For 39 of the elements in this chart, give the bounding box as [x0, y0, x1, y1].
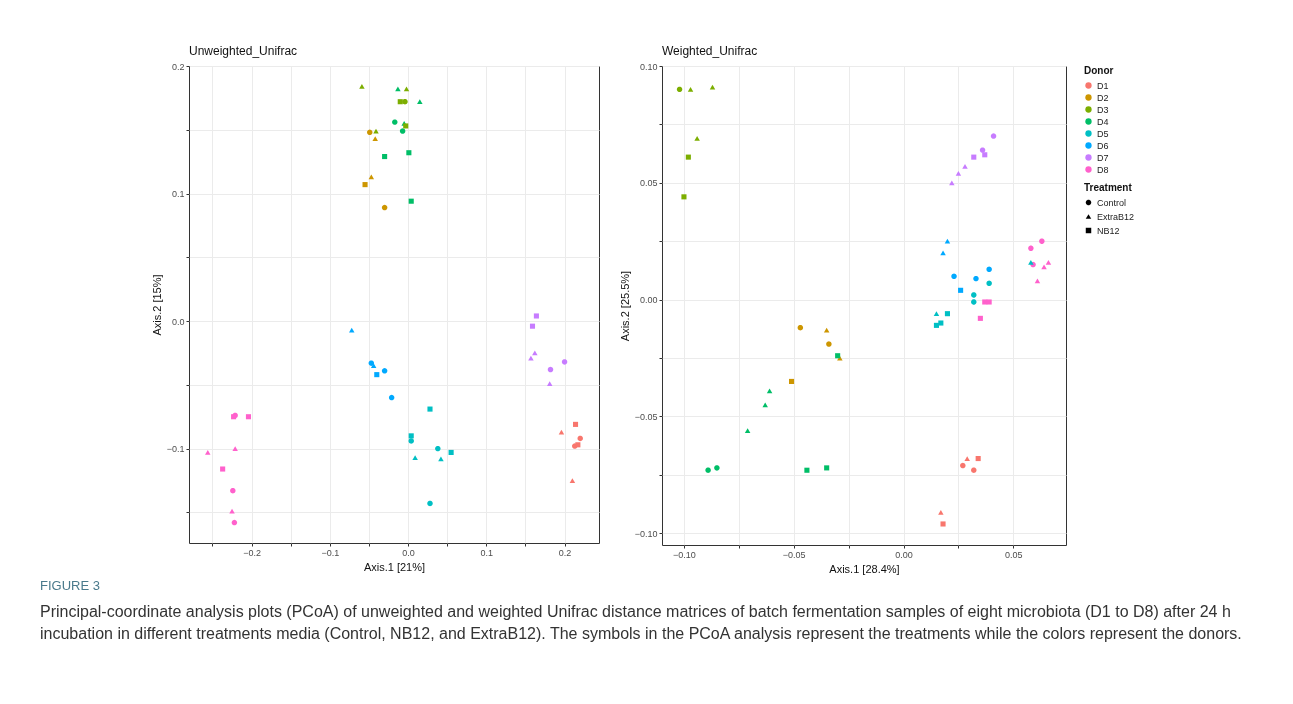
legend-label: D1: [1097, 80, 1109, 91]
y-tick-label: 0.05: [639, 178, 658, 189]
x-tick-label: 0.0: [402, 547, 415, 558]
x-axis-title: Axis.1 [28.4%]: [829, 562, 900, 575]
y-tick-label: −0.1: [166, 444, 185, 455]
y-tick-label: −0.10: [634, 528, 658, 539]
text: Donor: [1084, 65, 1114, 76]
y-tick-label: 0.10: [639, 61, 658, 72]
x-tick-label: −0.2: [243, 547, 261, 558]
caption: FIGURE 3: [40, 578, 101, 593]
text: Principal-coordinate analysis plots (PCoA) of unweighted and weighted Unifrac distance matrices of batch fermentation samples of eight microbiota (D1 to D8) after 24 h incubation in different treatments media (Control, NB12, and ExtraB12). The symbols in the PCoA analysis represent the treatments while the colors represent the donors.: [40, 602, 1243, 644]
x-tick-label: 0.05: [1005, 549, 1023, 560]
chart-title: Unweighted_Unifrac: [189, 44, 298, 58]
y-tick-label: 0.2: [171, 61, 185, 72]
legend-label: D7: [1097, 152, 1109, 163]
y-tick-label: 0.1: [171, 189, 185, 200]
legend-label: D3: [1097, 104, 1109, 115]
legend-label: D8: [1097, 164, 1109, 175]
y-axis-title: Axis.2 [25.5%]: [618, 270, 631, 342]
x-tick-label: −0.05: [782, 549, 806, 560]
x-tick-label: 0.1: [480, 547, 494, 558]
legend-label: NB12: [1097, 225, 1120, 236]
legend-label: D2: [1097, 92, 1109, 103]
legend-label: D5: [1097, 128, 1109, 139]
x-tick-label: −0.1: [321, 547, 340, 558]
legend-label: D6: [1097, 140, 1109, 151]
x-tick-label: 0.00: [895, 549, 913, 560]
y-axis-title: Axis.2 [15%]: [150, 274, 163, 336]
x-axis-title: Axis.1 [21%]: [363, 560, 426, 573]
chart-title: Weighted_Unifrac: [662, 44, 758, 58]
legend-label: Control: [1097, 197, 1127, 208]
y-tick-label: 0.00: [639, 295, 658, 306]
legend-label: D4: [1097, 116, 1109, 127]
x-tick-label: 0.2: [558, 547, 572, 558]
x-tick-label: −0.10: [673, 549, 696, 560]
y-tick-label: 0.0: [171, 316, 185, 327]
text: Treatment: [1084, 182, 1132, 193]
legend-label: ExtraB12: [1097, 211, 1135, 222]
y-tick-label: −0.05: [634, 411, 658, 422]
